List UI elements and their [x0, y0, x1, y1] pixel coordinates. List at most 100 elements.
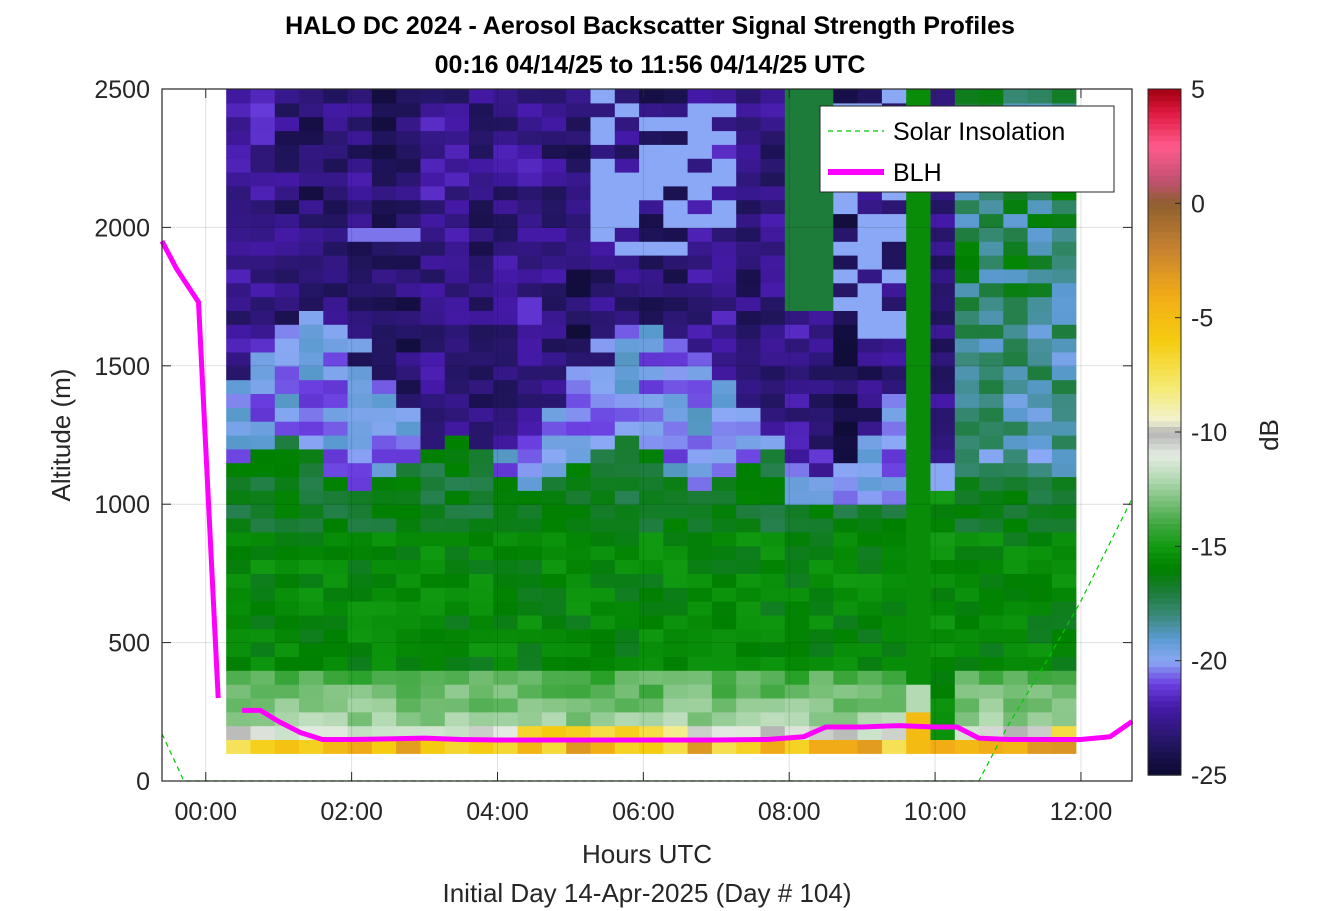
colorbar-segment: [1148, 574, 1181, 582]
heatmap-cell: [396, 698, 422, 713]
heatmap-cell: [396, 393, 422, 408]
heatmap-cell: [541, 462, 567, 478]
heatmap-cell: [1003, 255, 1029, 270]
heatmap-cell: [323, 545, 349, 561]
heatmap-cell: [954, 241, 980, 256]
heatmap-cell: [323, 144, 349, 159]
heatmap-cell: [566, 518, 592, 533]
heatmap-cell: [541, 739, 567, 754]
heatmap-cell: [857, 559, 883, 574]
heatmap-cell: [639, 255, 664, 270]
heatmap-cell: [347, 185, 373, 201]
heatmap-cell: [1003, 531, 1029, 547]
heatmap-cell: [954, 573, 980, 588]
heatmap-cell: [760, 462, 786, 478]
solar-insolation-line: [161, 498, 1133, 782]
heatmap-cell: [541, 573, 567, 588]
heatmap-cell: [857, 421, 883, 436]
heatmap-cell: [517, 739, 543, 754]
heatmap-cell: [979, 282, 1004, 298]
heatmap-cell: [250, 130, 276, 145]
heatmap-cell: [469, 698, 494, 713]
heatmap-cell: [371, 504, 397, 519]
heatmap-cell: [323, 462, 349, 478]
heatmap-cell: [1003, 365, 1029, 381]
heatmap-cell: [736, 531, 762, 547]
heatmap-cell: [420, 393, 446, 408]
heatmap-cell: [784, 185, 810, 201]
heatmap-cell: [396, 684, 422, 699]
heatmap-cell: [906, 684, 932, 699]
heatmap-cell: [687, 89, 713, 104]
colorbar-segment: [1148, 660, 1181, 668]
heatmap-cell: [954, 448, 980, 464]
heatmap-cell: [784, 116, 810, 132]
heatmap-cell: [396, 462, 422, 478]
heatmap-cell: [663, 241, 689, 256]
y-tick-label: 0: [136, 768, 150, 796]
heatmap-cell: [226, 213, 252, 228]
colorbar-segment: [1148, 529, 1181, 536]
heatmap-cell: [711, 282, 737, 298]
heatmap-cell: [906, 711, 932, 727]
heatmap-cell: [1051, 338, 1077, 353]
heatmap-cell: [906, 407, 932, 422]
heatmap-cell: [541, 185, 567, 201]
heatmap-cell: [517, 518, 543, 533]
heatmap-cell: [590, 587, 616, 602]
heatmap-cell: [347, 559, 373, 574]
heatmap-cell: [906, 421, 932, 436]
heatmap-cell: [784, 89, 810, 104]
heatmap-cell: [687, 462, 713, 478]
heatmap-cell: [979, 545, 1004, 561]
heatmap-cell: [639, 407, 664, 422]
heatmap-cell: [444, 435, 470, 450]
heatmap-cell: [517, 476, 543, 491]
heatmap-cell: [469, 324, 494, 339]
heatmap-cell: [396, 296, 422, 311]
heatmap-cell: [639, 102, 664, 118]
heatmap-cell: [226, 545, 252, 561]
heatmap-cell: [299, 531, 324, 547]
heatmap-cell: [736, 725, 762, 740]
heatmap-cell: [711, 531, 737, 547]
heatmap-cell: [736, 407, 762, 422]
heatmap-cell: [226, 89, 252, 104]
heatmap-cell: [930, 296, 956, 311]
heatmap-cell: [784, 490, 810, 505]
heatmap-cell: [323, 89, 349, 104]
heatmap-cell: [299, 462, 324, 478]
heatmap-cell: [299, 739, 324, 754]
heatmap-cell: [1051, 89, 1077, 104]
heatmap-cell: [809, 282, 834, 298]
heatmap-cell: [687, 268, 713, 284]
heatmap-cell: [809, 559, 834, 574]
heatmap-cell: [663, 531, 689, 547]
heatmap-cell: [323, 310, 349, 325]
colorbar-segment: [1148, 512, 1181, 519]
heatmap-cell: [420, 545, 446, 561]
heatmap-cell: [517, 462, 543, 478]
heatmap-cell: [323, 407, 349, 422]
heatmap-cell: [396, 642, 422, 657]
heatmap-cell: [323, 684, 349, 699]
heatmap-cell: [347, 698, 373, 713]
heatmap-cell: [274, 448, 300, 464]
heatmap-cell: [760, 476, 786, 491]
colorbar-tick-label: -15: [1191, 533, 1227, 561]
heatmap-cell: [493, 435, 519, 450]
heatmap-cell: [396, 518, 422, 533]
heatmap-cell: [444, 559, 470, 574]
heatmap-cell: [614, 255, 640, 270]
heatmap-cell: [857, 365, 883, 381]
heatmap-cell: [541, 448, 567, 464]
colorbar-segment: [1148, 94, 1181, 102]
heatmap-cell: [347, 296, 373, 311]
heatmap-cell: [711, 158, 737, 173]
heatmap-cell: [687, 448, 713, 464]
heatmap-cell: [517, 199, 543, 215]
heatmap-cell: [396, 476, 422, 491]
heatmap-cell: [979, 476, 1004, 491]
heatmap-cell: [833, 407, 859, 422]
heatmap-cell: [566, 559, 592, 574]
